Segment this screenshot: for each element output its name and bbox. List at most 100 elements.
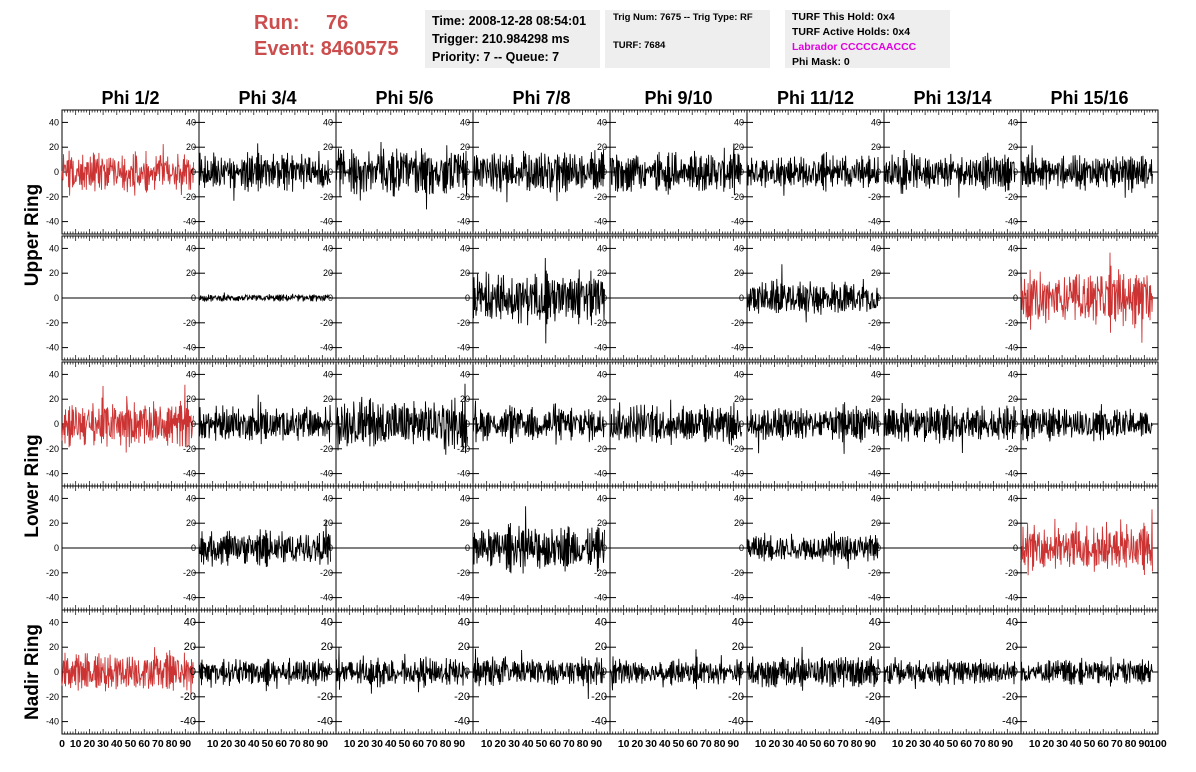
waveform-trace: [198, 143, 331, 201]
y-tick-label: 20: [460, 142, 470, 152]
x-tick-label: 30: [1056, 738, 1068, 750]
waveform-trace: [609, 143, 742, 196]
y-tick-label: -20: [1005, 568, 1018, 578]
y-tick-label: -20: [1002, 691, 1018, 703]
y-tick-label: -40: [731, 469, 744, 479]
time-info-box: Time: 2008-12-28 08:54:01 Trigger: 210.9…: [425, 10, 600, 68]
x-tick-label: 70: [426, 738, 438, 750]
column-label: Phi 3/4: [238, 88, 296, 108]
y-tick-label: 20: [186, 518, 196, 528]
y-tick-label: 0: [602, 293, 607, 303]
y-tick-label: -40: [183, 469, 196, 479]
y-tick-label: 0: [328, 167, 333, 177]
y-tick-label: 40: [323, 493, 333, 503]
y-tick-label: 20: [49, 142, 59, 152]
y-tick-label: -40: [320, 469, 333, 479]
x-tick-label: 10: [1029, 738, 1041, 750]
y-tick-label: -40: [1005, 593, 1018, 603]
y-tick-label: 0: [190, 666, 196, 678]
y-tick-label: -40: [46, 217, 59, 227]
waveform-trace: [198, 657, 331, 692]
waveform-trace: [1020, 509, 1153, 576]
y-tick-label: 0: [191, 167, 196, 177]
y-tick-label: 0: [602, 543, 607, 553]
x-tick-label: 90: [453, 738, 465, 750]
y-tick-label: 40: [734, 493, 744, 503]
x-tick-label: 30: [371, 738, 383, 750]
y-tick-label: -20: [46, 318, 59, 328]
x-tick-label: 90: [727, 738, 739, 750]
waveform-trace: [609, 399, 742, 446]
x-tick-label: 60: [823, 738, 835, 750]
x-tick-label: 10: [481, 738, 493, 750]
x-tick-label: 10: [755, 738, 767, 750]
x-tick-label: 70: [700, 738, 712, 750]
waveform-trace: [61, 384, 194, 453]
column-label: Phi 7/8: [512, 88, 570, 108]
x-tick-label: 90: [179, 738, 191, 750]
y-tick-label: 20: [458, 641, 470, 653]
x-tick-label: 60: [275, 738, 287, 750]
y-tick-label: 20: [184, 641, 196, 653]
column-label: Phi 9/10: [644, 88, 712, 108]
event-value: 8460575: [320, 38, 399, 60]
x-tick-label: 10: [344, 738, 356, 750]
y-tick-label: 0: [191, 419, 196, 429]
y-tick-label: -20: [46, 444, 59, 454]
y-tick-label: 0: [602, 419, 607, 429]
x-tick-label: 40: [111, 738, 123, 750]
y-tick-label: -40: [320, 217, 333, 227]
y-tick-label: -20: [865, 691, 881, 703]
waveform-trace: [335, 647, 468, 694]
column-label: Phi 15/16: [1050, 88, 1128, 108]
y-tick-label: -20: [320, 318, 333, 328]
y-tick-label: -20: [46, 568, 59, 578]
y-tick-label: -40: [183, 217, 196, 227]
y-tick-label: -40: [594, 593, 607, 603]
y-tick-label: -20: [594, 192, 607, 202]
x-tick-label: 20: [906, 738, 918, 750]
y-tick-label: 0: [602, 167, 607, 177]
x-tick-label: 60: [549, 738, 561, 750]
waveform-trace: [883, 149, 1016, 198]
x-tick-label: 90: [1138, 738, 1150, 750]
waveform-trace: [883, 402, 1016, 454]
x-tick-label: 70: [289, 738, 301, 750]
y-tick-label: 0: [876, 419, 881, 429]
y-tick-label: -40: [457, 343, 470, 353]
y-tick-label: -20: [868, 444, 881, 454]
ring-label: Upper Ring: [22, 184, 43, 286]
y-tick-label: 0: [601, 666, 607, 678]
y-tick-label: 40: [871, 369, 881, 379]
y-tick-label: -40: [317, 716, 333, 728]
trigger-text: Trigger: 210.984298 ms: [432, 32, 570, 46]
y-tick-label: -40: [1005, 469, 1018, 479]
x-tick-label: 80: [166, 738, 178, 750]
y-tick-label: 20: [460, 518, 470, 528]
y-tick-label: 0: [464, 666, 470, 678]
y-tick-label: 40: [1008, 243, 1018, 253]
x-tick-label: 40: [659, 738, 671, 750]
y-tick-label: 20: [1008, 142, 1018, 152]
event-header: Run: 76 Event: 8460575 Time: 2008-12-28 0…: [0, 0, 1196, 80]
y-tick-label: -40: [868, 593, 881, 603]
x-tick-label: 10: [70, 738, 82, 750]
y-tick-label: 0: [54, 167, 59, 177]
waveform-trace: [472, 648, 605, 700]
y-tick-label: -40: [1005, 343, 1018, 353]
y-tick-label: 0: [1013, 293, 1018, 303]
waveform-trace: [335, 141, 468, 210]
y-tick-label: 0: [1013, 167, 1018, 177]
y-tick-label: 40: [49, 369, 59, 379]
waveform-trace: [472, 506, 605, 574]
waveform-trace: [61, 144, 194, 196]
y-tick-label: -40: [868, 217, 881, 227]
column-label: Phi 13/14: [913, 88, 991, 108]
event-label: Event:: [254, 38, 316, 60]
waveform-trace: [472, 400, 605, 445]
column-label: Phi 5/6: [375, 88, 433, 108]
y-tick-label: -20: [183, 192, 196, 202]
x-tick-label: 80: [1125, 738, 1137, 750]
phi-mask-text: Phi Mask: 0: [792, 56, 850, 68]
x-tick-label: 80: [577, 738, 589, 750]
